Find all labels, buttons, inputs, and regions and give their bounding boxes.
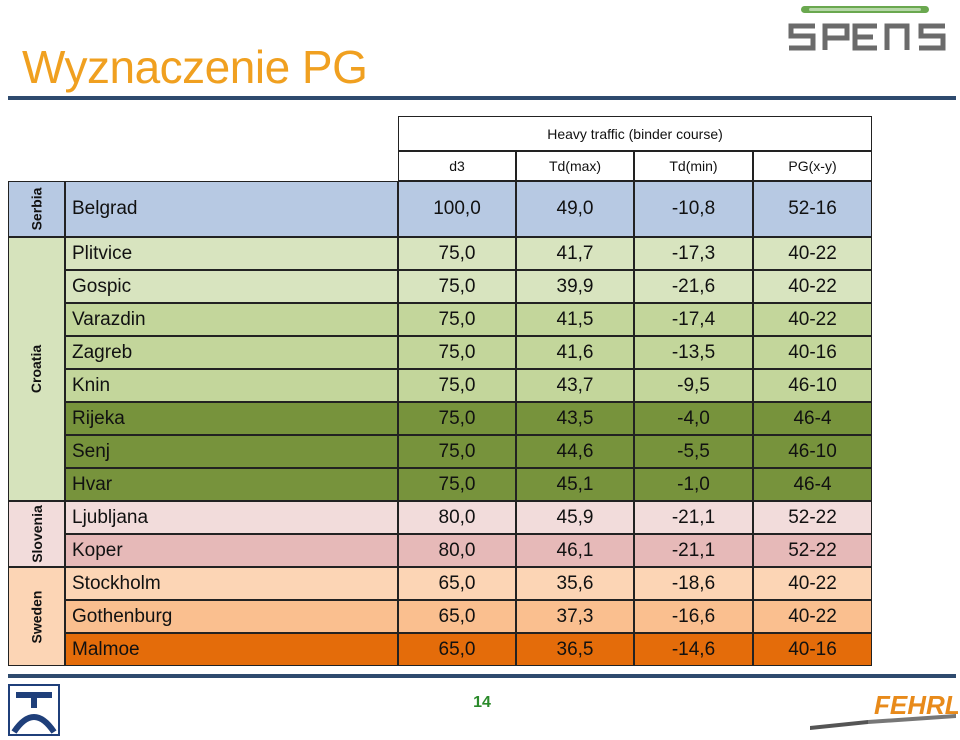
table-cell-pg: 52-16 xyxy=(753,181,872,237)
table-cell-tdmax: 41,5 xyxy=(516,303,634,336)
table-cell-tdmax: 49,0 xyxy=(516,181,634,237)
table-cell-d3: 75,0 xyxy=(398,402,516,435)
table-cell-d3: 65,0 xyxy=(398,633,516,666)
table-cell-tdmin: -9,5 xyxy=(634,369,753,402)
table-cell-d3: 75,0 xyxy=(398,369,516,402)
table-cell-city: Gospic xyxy=(65,270,398,303)
table-cell-pg: 46-10 xyxy=(753,435,872,468)
table-cell-tdmin: -18,6 xyxy=(634,567,753,600)
table-cell-d3: 75,0 xyxy=(398,303,516,336)
table-cell-city: Senj xyxy=(65,435,398,468)
table-cell-tdmin: -14,6 xyxy=(634,633,753,666)
table-cell-tdmin: -21,1 xyxy=(634,534,753,567)
table-cell-city: Ljubljana xyxy=(65,501,398,534)
table-cell-tdmin: -1,0 xyxy=(634,468,753,501)
table-cell-pg: 40-16 xyxy=(753,633,872,666)
table-cell-tdmax: 37,3 xyxy=(516,600,634,633)
table-cell-pg: 40-22 xyxy=(753,600,872,633)
fehrl-logo: FEHRL xyxy=(810,690,958,730)
table-cell-d3: 75,0 xyxy=(398,435,516,468)
table-cell-d3: 80,0 xyxy=(398,501,516,534)
table-cell-pg: 46-4 xyxy=(753,468,872,501)
country-name: Croatia xyxy=(28,344,45,394)
table-cell-d3: 75,0 xyxy=(398,237,516,270)
country-name: Slovenia xyxy=(28,505,45,563)
table-cell-tdmin: -21,1 xyxy=(634,501,753,534)
title-divider xyxy=(8,96,956,100)
table-cell-tdmin: -17,4 xyxy=(634,303,753,336)
table-cell-tdmin: -16,6 xyxy=(634,600,753,633)
table-cell-pg: 52-22 xyxy=(753,501,872,534)
table-cell-tdmax: 35,6 xyxy=(516,567,634,600)
table-cell-city: Stockholm xyxy=(65,567,398,600)
table-cell-city: Hvar xyxy=(65,468,398,501)
column-header-tdmax: Td(max) xyxy=(516,151,634,181)
column-header-pg: PG(x-y) xyxy=(753,151,872,181)
table-cell-pg: 40-22 xyxy=(753,567,872,600)
table-cell-tdmax: 36,5 xyxy=(516,633,634,666)
page-number: 14 xyxy=(473,694,491,711)
country-label-slovenia: Slovenia xyxy=(8,501,65,567)
table-group-header: Heavy traffic (binder course) xyxy=(398,116,872,151)
spens-logo xyxy=(788,6,946,51)
column-header-tdmin: Td(min) xyxy=(634,151,753,181)
table-cell-tdmin: -4,0 xyxy=(634,402,753,435)
table-cell-tdmax: 45,9 xyxy=(516,501,634,534)
table-cell-pg: 46-4 xyxy=(753,402,872,435)
country-name: Sweden xyxy=(28,590,45,643)
country-label-sweden: Sweden xyxy=(8,567,65,666)
table-cell-tdmin: -13,5 xyxy=(634,336,753,369)
table-cell-city: Rijeka xyxy=(65,402,398,435)
table-cell-d3: 80,0 xyxy=(398,534,516,567)
table-cell-tdmax: 39,9 xyxy=(516,270,634,303)
table-cell-city: Belgrad xyxy=(65,181,398,237)
footer-divider xyxy=(8,674,956,678)
table-cell-pg: 46-10 xyxy=(753,369,872,402)
table-cell-d3: 75,0 xyxy=(398,468,516,501)
table-cell-city: Gothenburg xyxy=(65,600,398,633)
table-cell-pg: 52-22 xyxy=(753,534,872,567)
table-cell-city: Knin xyxy=(65,369,398,402)
table-cell-tdmax: 41,6 xyxy=(516,336,634,369)
table-cell-city: Zagreb xyxy=(65,336,398,369)
table-cell-d3: 75,0 xyxy=(398,336,516,369)
table-cell-tdmax: 45,1 xyxy=(516,468,634,501)
table-cell-tdmax: 46,1 xyxy=(516,534,634,567)
table-cell-pg: 40-16 xyxy=(753,336,872,369)
table-cell-city: Malmoe xyxy=(65,633,398,666)
table-cell-tdmin: -21,6 xyxy=(634,270,753,303)
table-cell-d3: 100,0 xyxy=(398,181,516,237)
table-cell-tdmin: -5,5 xyxy=(634,435,753,468)
pg-table: Heavy traffic (binder course) d3 Td(max) Td… xyxy=(8,116,872,668)
table-cell-tdmax: 41,7 xyxy=(516,237,634,270)
country-label-serbia: Serbia xyxy=(8,181,65,237)
table-cell-pg: 40-22 xyxy=(753,237,872,270)
table-cell-d3: 65,0 xyxy=(398,600,516,633)
table-cell-city: Plitvice xyxy=(65,237,398,270)
table-cell-tdmax: 44,6 xyxy=(516,435,634,468)
table-cell-d3: 75,0 xyxy=(398,270,516,303)
table-cell-tdmin: -17,3 xyxy=(634,237,753,270)
table-cell-pg: 40-22 xyxy=(753,270,872,303)
country-label-croatia: Croatia xyxy=(8,237,65,501)
page-title: Wyznaczenie PG xyxy=(22,41,368,93)
table-cell-d3: 65,0 xyxy=(398,567,516,600)
table-cell-city: Koper xyxy=(65,534,398,567)
country-name: Serbia xyxy=(28,187,45,231)
bridge-logo xyxy=(8,684,60,736)
table-cell-tdmax: 43,5 xyxy=(516,402,634,435)
table-cell-city: Varazdin xyxy=(65,303,398,336)
column-header-d3: d3 xyxy=(398,151,516,181)
table-cell-tdmax: 43,7 xyxy=(516,369,634,402)
table-cell-pg: 40-22 xyxy=(753,303,872,336)
table-cell-tdmin: -10,8 xyxy=(634,181,753,237)
